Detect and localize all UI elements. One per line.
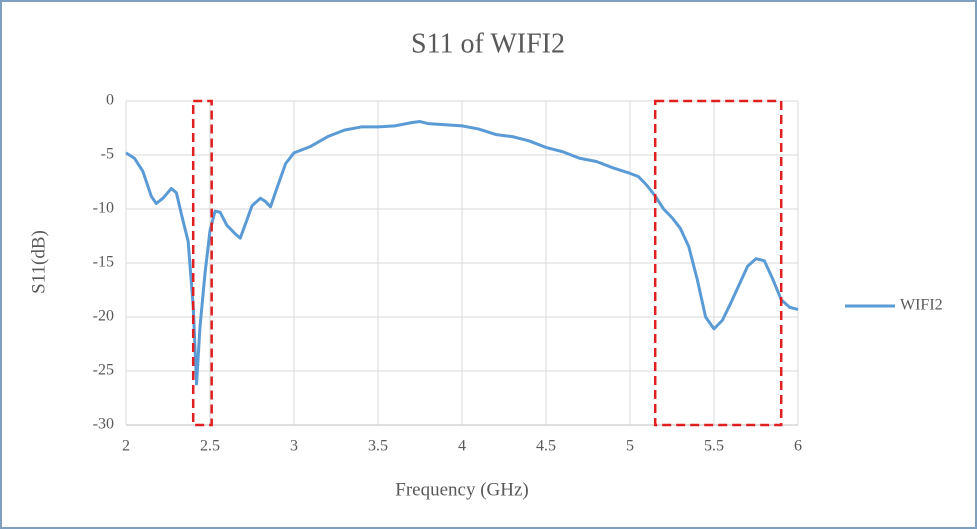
y-tick-label: 0 [106, 92, 114, 109]
x-tick-label: 2 [122, 438, 130, 455]
x-axis-title: Frequency (GHz) [395, 479, 528, 500]
highlight-band [191, 99, 213, 427]
x-tick-label: 5 [626, 438, 634, 455]
chart-title: S11 of WIFI2 [411, 28, 565, 59]
y-tick-label: -25 [93, 362, 114, 379]
x-tick-label: 4.5 [536, 438, 556, 455]
x-tick-label: 5.5 [704, 438, 724, 455]
x-tick-label: 6 [794, 438, 802, 455]
y-axis-title: S11(dB) [28, 230, 49, 294]
x-tick-label: 3.5 [368, 438, 388, 455]
series-line [125, 120, 799, 386]
y-tick-label: -10 [93, 200, 114, 217]
y-tick-label: -15 [93, 254, 114, 271]
x-tick-label: 4 [458, 438, 466, 455]
x-tick-label: 3 [290, 438, 298, 455]
y-tick-label: -30 [93, 416, 114, 433]
y-tick-label: -20 [93, 308, 114, 325]
x-tick-label: 2.5 [200, 438, 220, 455]
legend-label: WIFI2 [900, 297, 943, 314]
y-tick-label: -5 [101, 146, 114, 163]
highlight-band [653, 99, 783, 427]
